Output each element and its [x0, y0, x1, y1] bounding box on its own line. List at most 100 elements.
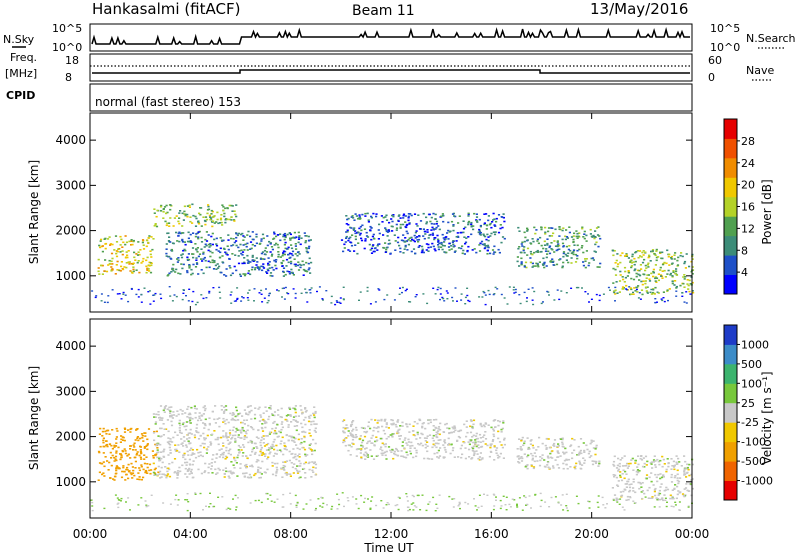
colorbar-tick-label: -500 [741, 455, 766, 468]
data-cell [523, 291, 526, 294]
data-cell [279, 416, 282, 418]
data-cell [169, 503, 172, 505]
data-cell [577, 286, 580, 289]
data-cell [288, 252, 292, 255]
data-cell [354, 434, 358, 436]
data-cell [471, 457, 474, 459]
data-cell [434, 218, 437, 220]
data-cell [188, 267, 191, 269]
data-cell [281, 265, 284, 267]
data-cell [149, 253, 152, 256]
data-cell [633, 257, 636, 260]
data-cell [452, 431, 456, 433]
data-cell [298, 235, 301, 237]
data-cell [502, 213, 505, 215]
data-cell [266, 268, 269, 271]
data-cell [117, 446, 120, 449]
data-cell [115, 452, 118, 454]
data-cell [355, 426, 358, 429]
data-cell [304, 270, 307, 272]
data-cell [266, 235, 269, 237]
data-cell [636, 291, 639, 293]
data-cell [641, 261, 645, 264]
data-cell [165, 255, 168, 257]
data-cell [407, 239, 410, 241]
freq-tick-top: 18 [65, 54, 79, 67]
data-cell [282, 259, 285, 262]
data-cell [292, 440, 295, 442]
data-cell [271, 248, 274, 251]
data-cell [452, 229, 455, 232]
data-cell [604, 507, 607, 509]
data-cell [683, 274, 686, 276]
data-cell [178, 212, 181, 214]
data-cell [420, 442, 423, 445]
data-cell [243, 436, 246, 438]
data-cell [647, 256, 650, 259]
data-cell [189, 413, 192, 416]
data-cell [362, 453, 366, 456]
data-cell [570, 287, 573, 289]
data-cell [266, 458, 269, 460]
data-cell [110, 270, 113, 272]
data-cell [218, 291, 221, 293]
data-cell [637, 285, 640, 287]
data-cell [296, 264, 300, 267]
data-cell [544, 226, 547, 229]
data-cell [546, 238, 549, 240]
data-cell [276, 468, 279, 471]
data-cell [154, 473, 157, 476]
data-cell [148, 235, 151, 237]
data-cell [189, 432, 192, 434]
data-cell [660, 257, 663, 260]
data-cell [585, 250, 588, 252]
data-cell [91, 505, 94, 507]
data-cell [397, 215, 400, 217]
data-cell [495, 452, 498, 454]
data-cell [162, 211, 165, 213]
data-cell [360, 229, 363, 232]
data-cell [661, 263, 665, 266]
data-cell [435, 446, 438, 449]
data-cell [309, 443, 312, 445]
data-cell [276, 498, 279, 500]
data-cell [308, 289, 311, 291]
data-cell [652, 271, 655, 274]
data-cell [616, 485, 620, 487]
data-cell [219, 218, 223, 221]
data-cell [400, 450, 403, 452]
data-cell [235, 204, 238, 206]
data-cell [291, 237, 294, 239]
data-cell [412, 434, 415, 436]
data-cell [425, 222, 428, 225]
data-cell [657, 292, 660, 294]
data-cell [395, 448, 398, 451]
colorbar-tick-label: 28 [741, 135, 755, 148]
data-cell [209, 441, 212, 443]
data-cell [661, 299, 664, 302]
data-cell [335, 300, 338, 302]
data-cell [565, 458, 568, 461]
data-cell [179, 408, 182, 411]
data-cell [484, 431, 487, 433]
data-cell [197, 236, 200, 238]
data-cell [499, 227, 502, 230]
data-cell [128, 261, 131, 263]
data-cell [639, 457, 642, 460]
data-cell [640, 280, 643, 283]
data-cell [684, 467, 687, 469]
data-cell [480, 425, 483, 428]
data-cell [477, 231, 480, 234]
data-cell [426, 435, 429, 437]
data-cell [114, 273, 117, 275]
data-cell [190, 433, 193, 435]
data-cell [472, 228, 475, 231]
data-cell [354, 436, 357, 439]
data-cell [225, 434, 228, 436]
data-cell [139, 249, 142, 251]
data-cell [98, 244, 101, 247]
data-cell [474, 441, 477, 444]
data-cell [262, 453, 265, 455]
data-cell [520, 262, 523, 265]
data-cell [621, 252, 624, 254]
